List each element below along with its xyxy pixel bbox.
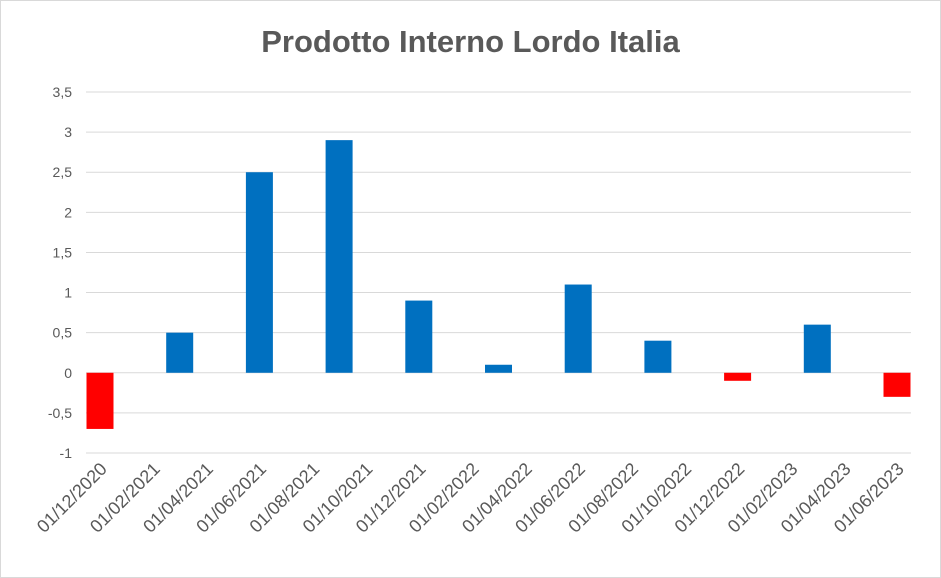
- x-axis-tick-labels: 01/12/202001/02/202101/04/202101/06/2021…: [33, 459, 908, 537]
- bar: [325, 140, 353, 373]
- y-tick-label: 1,5: [53, 244, 73, 260]
- y-tick-label: 2: [64, 204, 72, 220]
- y-tick-label: 0: [64, 365, 72, 381]
- y-tick-label: 1: [64, 285, 72, 301]
- bar: [86, 372, 114, 429]
- gridlines: [86, 91, 911, 454]
- bar: [245, 172, 273, 373]
- bar: [405, 300, 433, 373]
- y-tick-label: 3,5: [53, 84, 73, 100]
- bar: [166, 332, 194, 373]
- chart-title: Prodotto Interno Lordo Italia: [261, 24, 680, 59]
- bar: [564, 284, 592, 373]
- bars: [86, 140, 911, 429]
- bar: [644, 340, 672, 373]
- bar: [485, 364, 512, 373]
- bar: [724, 372, 752, 381]
- bar: [803, 324, 831, 373]
- y-tick-label: 3: [64, 124, 72, 140]
- y-tick-label: 2,5: [53, 164, 73, 180]
- y-tick-label: -1: [60, 445, 73, 461]
- y-axis-tick-labels: 3,5 3 2,5 2 1,5 1 0,5 0 -0,5 -1: [48, 84, 72, 461]
- y-tick-label: 0,5: [53, 325, 73, 341]
- bar: [883, 372, 911, 397]
- y-tick-label: -0,5: [48, 405, 72, 421]
